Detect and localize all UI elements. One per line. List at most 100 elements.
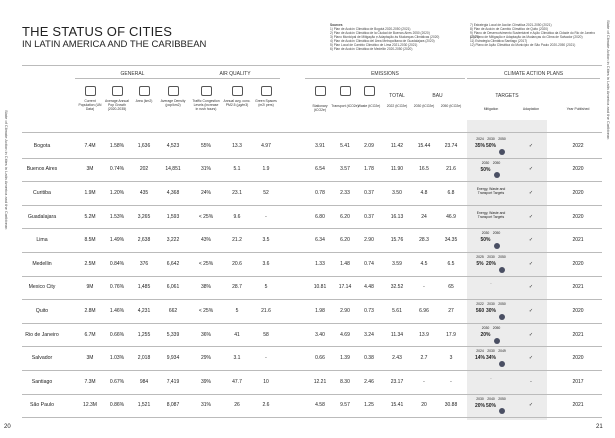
subgroup: TOTAL xyxy=(389,93,405,99)
cell: 16.13 xyxy=(390,213,404,220)
cell: 5.61 xyxy=(392,308,402,314)
adaptation: ✓ xyxy=(528,190,534,196)
neutral-dot xyxy=(493,172,500,179)
adaptation: ✓ xyxy=(528,308,534,314)
target-year: 2030 xyxy=(481,325,490,330)
cell: 39% xyxy=(200,378,211,385)
target-year: 2050 xyxy=(498,137,506,141)
cell: 4,231 xyxy=(137,308,151,314)
cell: 3,265 xyxy=(137,213,151,220)
cell: 26 xyxy=(234,402,240,409)
column-label: Traffic Congestion Levels (increase in r… xyxy=(192,99,220,111)
cell: 27 xyxy=(448,308,454,314)
target-year: 2030 xyxy=(487,255,495,259)
row-rule xyxy=(22,157,602,159)
cell: 1.9 xyxy=(262,166,270,173)
column-label: 2030 (tCO2e) xyxy=(413,104,435,108)
cell: 38% xyxy=(200,284,211,291)
year-published: 2020 xyxy=(572,308,584,314)
target-value: 50% xyxy=(485,402,496,409)
column-label: Mitigation xyxy=(483,107,499,111)
rule xyxy=(22,132,602,133)
icon xyxy=(85,86,96,96)
cell: 3.5 xyxy=(262,237,270,244)
row-rule xyxy=(22,393,602,395)
cell: 52 xyxy=(263,190,269,196)
cell: 1,593 xyxy=(166,213,180,220)
cell: 4.97 xyxy=(261,142,271,149)
cell: 1.03% xyxy=(109,355,125,362)
target-year: 2040 xyxy=(487,396,495,401)
cell: 6.20 xyxy=(340,213,350,220)
cell: - xyxy=(265,355,267,362)
column-label: Area (km2) xyxy=(135,99,153,103)
neutral-dot xyxy=(493,337,500,344)
cell: 47.7 xyxy=(232,378,242,385)
cell: 11.42 xyxy=(390,142,404,149)
target-value: 35% xyxy=(474,143,485,149)
group-header: AIR QUALITY xyxy=(219,71,251,77)
cell: 9,934 xyxy=(166,355,180,362)
target-value: 30% xyxy=(485,308,496,315)
column-label: Average Density (pop/km2) xyxy=(160,99,186,107)
rule xyxy=(305,78,465,79)
cell: 3 xyxy=(449,355,453,362)
adaptation: - xyxy=(530,378,532,385)
cell: 435 xyxy=(139,190,149,196)
cell: 8.5M xyxy=(84,237,96,244)
cell: < 25% xyxy=(198,213,214,220)
city-name: Buenos Aires xyxy=(26,166,58,173)
year-published: 2017 xyxy=(572,378,584,385)
cell: 6,642 xyxy=(166,260,180,267)
icon xyxy=(364,86,375,96)
column-label: Year Published xyxy=(566,107,590,111)
title: THE STATUS OF CITIES xyxy=(22,24,173,39)
column-label: 2050 (tCO2e) xyxy=(440,104,462,108)
subgroup: BAU xyxy=(432,93,443,99)
cell: 4.69 xyxy=(340,331,350,338)
cell: 4.8 xyxy=(420,190,428,196)
cell: 11.34 xyxy=(390,331,404,338)
cell: 41 xyxy=(234,331,240,338)
cell: 8.30 xyxy=(340,378,350,385)
cell: 1.9M xyxy=(84,190,96,196)
target-year: 2024 xyxy=(476,137,484,141)
neutral-dot xyxy=(499,361,505,368)
target-year: 2050 xyxy=(492,325,501,330)
cell: 6.8 xyxy=(447,190,455,196)
cell: 5.2M xyxy=(84,213,96,220)
neutral-dot xyxy=(499,408,505,415)
group-header: GENERAL xyxy=(120,71,145,77)
cell: 0.67% xyxy=(109,378,125,385)
cell: 5.41 xyxy=(340,142,350,149)
icon xyxy=(315,86,326,96)
row-rule xyxy=(22,252,602,253)
cell: 2.6 xyxy=(262,402,270,409)
cell: 13.9 xyxy=(419,331,429,338)
cell: 3.1 xyxy=(233,355,241,362)
cell: 7.3M xyxy=(84,378,96,385)
cell: 6.34 xyxy=(315,237,325,244)
source-line: 8) Plan de Acción de Cambio Climático de… xyxy=(470,27,549,31)
cell: 2.8M xyxy=(84,308,96,314)
adaptation: ✓ xyxy=(528,142,534,149)
target-year: 2024 xyxy=(476,349,484,354)
cell: 24% xyxy=(200,190,211,196)
city-name: Rio de Janeiro xyxy=(25,331,59,338)
city-name: Quito xyxy=(35,308,49,314)
cell: 17.9 xyxy=(446,331,456,338)
target-value: 14% xyxy=(474,355,485,362)
adaptation: ✓ xyxy=(528,237,534,244)
cell: 21.6 xyxy=(261,308,271,314)
row-rule xyxy=(22,204,602,206)
cell: 31% xyxy=(200,402,211,409)
cell: 10.81 xyxy=(313,284,327,291)
target-value: 5% xyxy=(476,261,484,267)
cell: 3,222 xyxy=(166,237,180,244)
target-year: 2030 xyxy=(487,137,495,141)
target-year: 2050 xyxy=(492,160,501,165)
mitigation-text: Energy, Waste and Transport Targets xyxy=(476,187,506,195)
target-year: 2030 xyxy=(476,396,484,401)
mitigation-text: - xyxy=(490,375,492,380)
target-year: 2050 xyxy=(498,302,506,307)
